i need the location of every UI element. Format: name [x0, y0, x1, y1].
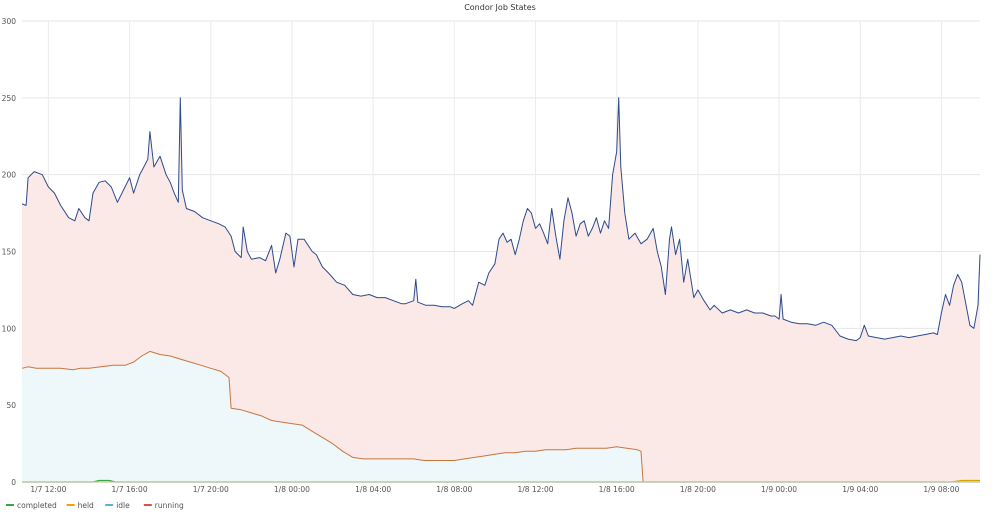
legend-label: held [78, 501, 94, 510]
y-tick-label: 250 [2, 94, 17, 103]
legend-swatch [105, 504, 114, 506]
y-tick-label: 0 [11, 478, 16, 487]
legend-item-held[interactable]: held [66, 501, 94, 510]
x-tick-label: 1/9 08:00 [923, 485, 959, 494]
legend-item-idle[interactable]: idle [105, 501, 130, 510]
x-tick-label: 1/8 00:00 [274, 485, 310, 494]
area-layer [22, 97, 980, 483]
y-tick-label: 100 [2, 324, 17, 333]
y-tick-label: 300 [2, 17, 17, 26]
legend-swatch [143, 504, 152, 506]
legend-label: running [155, 501, 184, 510]
legend-label: completed [17, 501, 57, 510]
series-line-idle [21, 350, 980, 483]
series-area-idle [22, 351, 980, 482]
series-area-running [22, 97, 980, 483]
axis-layer: 0 50 100 150 200 250 300 1/7 12:00 1/7 16:00 1/7 … [2, 17, 980, 494]
y-tick-label: 200 [2, 171, 17, 180]
x-tick-label: 1/8 16:00 [599, 485, 635, 494]
y-tick-label: 150 [2, 248, 17, 257]
legend-item-running[interactable]: running [143, 501, 184, 510]
legend: completed held idle running [6, 501, 184, 510]
x-tick-label: 1/7 20:00 [193, 485, 229, 494]
x-tick-label: 1/9 00:00 [761, 485, 797, 494]
legend-label: idle [116, 501, 130, 510]
x-tick-label: 1/7 16:00 [112, 485, 148, 494]
x-tick-label: 1/8 04:00 [355, 485, 391, 494]
legend-item-completed[interactable]: completed [6, 501, 57, 510]
x-tick-label: 1/9 04:00 [842, 485, 878, 494]
x-tick-label: 1/8 20:00 [680, 485, 716, 494]
chart-title: Condor Job States [464, 3, 536, 12]
x-tick-label: 1/8 12:00 [517, 485, 553, 494]
x-tick-label: 1/8 08:00 [436, 485, 472, 494]
legend-swatch [6, 504, 14, 506]
series-line-running [21, 97, 981, 342]
y-tick-label: 50 [6, 401, 16, 410]
legend-swatch [66, 504, 75, 506]
x-tick-label: 1/7 12:00 [30, 485, 66, 494]
